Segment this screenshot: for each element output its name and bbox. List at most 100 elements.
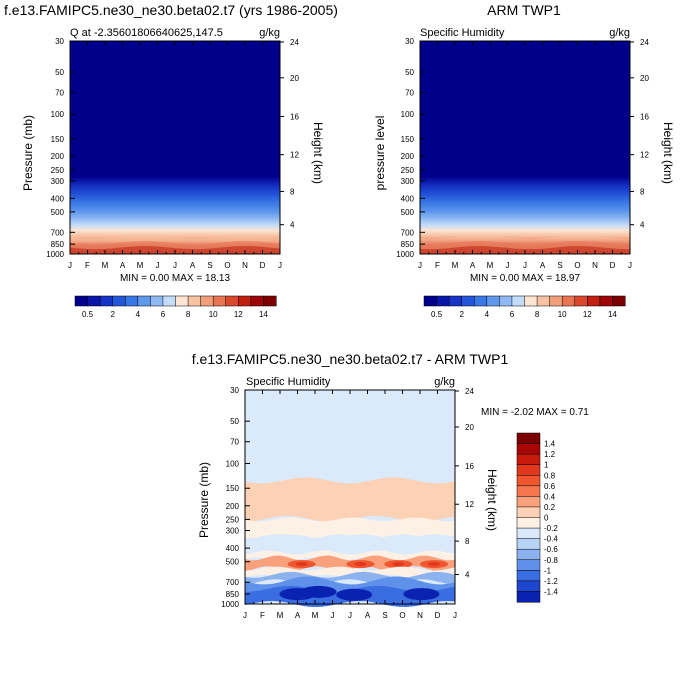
colorbar-swatch: [448, 295, 463, 307]
colorbar-label: 12: [234, 310, 243, 319]
x-tick-label: J: [243, 611, 247, 620]
colorbar-swatch: [112, 295, 126, 307]
panel-diff-subtitle: Specific Humidity: [246, 376, 331, 388]
colorbar-swatch: [612, 295, 626, 307]
colorbar-swatch: [574, 295, 588, 307]
y-tick-label: 70: [405, 88, 414, 97]
y-right-tick-label: 4: [290, 221, 295, 230]
panel-obs-plot: J F M A M J J A S O N D J 30 50 70 100 150 200 250 300 400 500…: [396, 37, 649, 270]
colorbar-label: 10: [209, 310, 218, 319]
diff-positive-peak: [392, 562, 405, 567]
y-tick-label: 500: [401, 208, 415, 217]
y-tick-label: 100: [226, 459, 240, 468]
y-right-tick-label: 8: [465, 537, 470, 546]
panel-model-subtitle: Q at -2.35601806640625,147.5: [70, 27, 223, 39]
x-tick-label: A: [365, 611, 371, 620]
colorbar-swatch: [200, 295, 214, 307]
x-tick-label: F: [85, 261, 90, 270]
diff-positive-peak: [428, 562, 440, 567]
colorbar-swatch: [238, 295, 252, 307]
x-tick-label: D: [260, 261, 266, 270]
y-tick-label: 700: [401, 228, 415, 237]
colorbar-swatch: [212, 295, 227, 307]
colorbar-label: -0.8: [544, 556, 558, 565]
panel-obs-title: ARM TWP1: [487, 2, 561, 18]
colorbar-swatch: [74, 295, 89, 307]
y-right-tick-label: 12: [465, 500, 474, 509]
colorbar-swatch: [561, 295, 576, 307]
panel-obs-stats: MIN = 0.00 MAX = 18.97: [470, 273, 580, 284]
y-tick-label: 30: [230, 386, 239, 395]
colorbar-swatch: [499, 295, 513, 307]
y-right-tick-label: 16: [640, 113, 649, 122]
colorbar-label: 1.4: [544, 440, 556, 449]
y-tick-label: 150: [226, 484, 240, 493]
panel-obs-subtitle: Specific Humidity: [420, 27, 505, 39]
diff-positive-peak: [295, 562, 308, 567]
colorbar-swatch: [125, 295, 139, 307]
colorbar-swatch: [516, 580, 541, 592]
panel-diff-units: g/kg: [434, 376, 455, 388]
y-right-tick-label: 20: [465, 423, 474, 432]
y-tick-label: 150: [51, 135, 65, 144]
y-right-tick-label: 4: [465, 571, 470, 580]
x-tick-label: J: [453, 611, 457, 620]
diff-negative-core: [403, 588, 440, 601]
y-right-tick-label: 8: [640, 187, 645, 196]
colorbar-label: 0: [544, 514, 549, 523]
panel-model: f.e13.FAMIPC5.ne30_ne30.beta02.t7 (yrs 1…: [4, 2, 338, 319]
x-tick-label: J: [68, 261, 72, 270]
panel-diff: f.e13.FAMIPC5.ne30_ne30.beta02.t7 - ARM …: [192, 351, 590, 620]
y-tick-label: 100: [51, 110, 65, 119]
colorbar-swatch: [516, 443, 541, 455]
colorbar-swatch: [162, 295, 177, 307]
colorbar-label: 12: [583, 310, 592, 319]
x-tick-label: S: [557, 261, 562, 270]
x-tick-label: O: [224, 261, 230, 270]
colorbar-swatch: [516, 538, 541, 550]
colorbar-swatch: [516, 464, 541, 476]
colorbar-swatch: [225, 295, 239, 307]
panel-obs: ARM TWP1 Specific Humidity g/kg J F M A M J J A…: [373, 2, 675, 319]
colorbar-label: 0.8: [544, 471, 556, 480]
colorbar-label: -0.2: [544, 524, 558, 533]
colorbar-label: 14: [608, 310, 617, 319]
x-tick-label: N: [242, 261, 248, 270]
y-tick-label: 30: [55, 37, 64, 46]
y-tick-label: 300: [51, 177, 65, 186]
y-tick-label: 100: [401, 110, 415, 119]
colorbar-swatch: [536, 295, 551, 307]
panel-diff-title: f.e13.FAMIPC5.ne30_ne30.beta02.t7 - ARM …: [192, 351, 509, 367]
y-right-tick-label: 12: [640, 151, 649, 160]
colorbar-swatch: [516, 506, 541, 519]
x-tick-label: D: [610, 261, 616, 270]
x-tick-label: N: [417, 611, 423, 620]
y-tick-label: 70: [230, 438, 239, 447]
y-tick-label: 850: [226, 590, 240, 599]
y-right-tick-label: 24: [640, 38, 649, 47]
colorbar-swatch: [250, 295, 264, 307]
colorbar-label: 6: [510, 310, 515, 319]
colorbar-label: -0.6: [544, 545, 558, 554]
colorbar-swatch: [461, 295, 475, 307]
panel-obs-ylabel-right: Height (km): [661, 122, 675, 184]
humidity-field: [70, 41, 280, 254]
y-right-tick-label: 12: [290, 151, 299, 160]
colorbar-swatch: [150, 295, 164, 307]
y-tick-label: 1000: [221, 600, 239, 609]
x-tick-label: M: [487, 261, 494, 270]
y-tick-label: 850: [401, 240, 415, 249]
panel-diff-ylabel-right: Height (km): [485, 469, 499, 531]
diff-band-neutral: [245, 517, 455, 539]
y-tick-label: 150: [401, 135, 415, 144]
panel-model-units: g/kg: [259, 27, 280, 39]
humidity-field: [420, 41, 630, 254]
colorbar-label: 14: [259, 310, 268, 319]
colorbar-swatch: [486, 295, 500, 307]
y-right-tick-label: 16: [290, 113, 299, 122]
y-tick-label: 400: [401, 194, 415, 203]
x-tick-label: M: [312, 611, 319, 620]
colorbar-swatch: [137, 295, 151, 307]
y-tick-label: 700: [226, 578, 240, 587]
x-tick-label: A: [540, 261, 546, 270]
